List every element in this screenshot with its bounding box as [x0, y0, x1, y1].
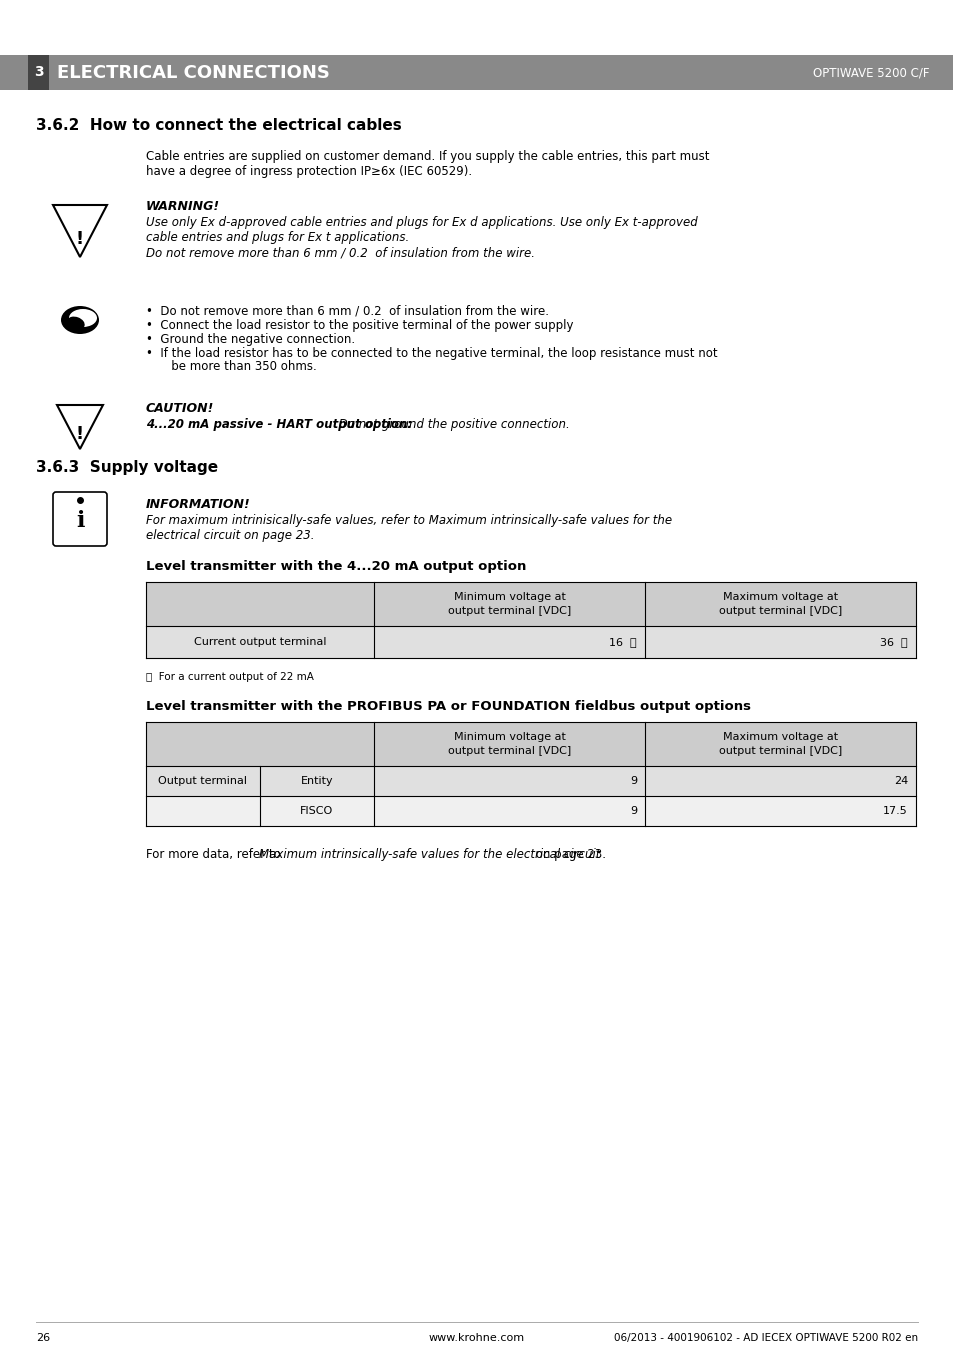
Text: 24: 24 — [893, 775, 907, 786]
Text: OPTIWAVE 5200 C/F: OPTIWAVE 5200 C/F — [813, 66, 929, 78]
Bar — [146, 721, 915, 766]
Bar — [146, 582, 915, 626]
Text: 17.5: 17.5 — [882, 807, 907, 816]
Text: Use only Ex d-approved cable entries and plugs for Ex d applications. Use only E: Use only Ex d-approved cable entries and… — [146, 216, 697, 230]
Ellipse shape — [61, 305, 99, 334]
Ellipse shape — [69, 309, 97, 327]
Text: Minimum voltage at
output terminal [VDC]: Minimum voltage at output terminal [VDC] — [447, 732, 571, 755]
Text: be more than 350 ohms.: be more than 350 ohms. — [160, 359, 316, 373]
Polygon shape — [57, 405, 103, 449]
Text: WARNING!: WARNING! — [146, 200, 220, 213]
Text: ⓘ  For a current output of 22 mA: ⓘ For a current output of 22 mA — [146, 671, 314, 682]
Bar — [28, 55, 49, 91]
Bar — [146, 626, 915, 658]
Bar — [146, 766, 915, 796]
Text: Maximum voltage at
output terminal [VDC]: Maximum voltage at output terminal [VDC] — [719, 732, 841, 755]
Text: Level transmitter with the PROFIBUS PA or FOUNDATION fieldbus output options: Level transmitter with the PROFIBUS PA o… — [146, 700, 750, 713]
Text: 26: 26 — [36, 1333, 51, 1343]
Text: !: ! — [76, 230, 84, 247]
Text: 3.6.2  How to connect the electrical cables: 3.6.2 How to connect the electrical cabl… — [36, 118, 401, 132]
Text: Do not remove more than 6 mm / 0.2  of insulation from the wire.: Do not remove more than 6 mm / 0.2 of in… — [146, 246, 535, 259]
Text: Maximum intrinsically-safe values for the electrical circuit: Maximum intrinsically-safe values for th… — [259, 848, 600, 861]
Text: 3.6.3  Supply voltage: 3.6.3 Supply voltage — [36, 459, 218, 476]
Bar — [0, 55, 953, 91]
Bar — [146, 796, 915, 825]
Text: 06/2013 - 4001906102 - AD IECEX OPTIWAVE 5200 R02 en: 06/2013 - 4001906102 - AD IECEX OPTIWAVE… — [613, 1333, 917, 1343]
Polygon shape — [53, 205, 107, 257]
Text: For maximum intrinisically-safe values, refer to Maximum intrinsically-safe valu: For maximum intrinisically-safe values, … — [146, 513, 672, 527]
Text: 9: 9 — [629, 807, 637, 816]
Text: 9: 9 — [629, 775, 637, 786]
Text: FISCO: FISCO — [300, 807, 334, 816]
FancyBboxPatch shape — [53, 492, 107, 546]
Text: 36  ⓘ: 36 ⓘ — [880, 638, 907, 647]
Text: cable entries and plugs for Ex t applications.: cable entries and plugs for Ex t applica… — [146, 231, 409, 245]
Text: For more data, refer to: For more data, refer to — [146, 848, 284, 861]
Text: www.krohne.com: www.krohne.com — [429, 1333, 524, 1343]
Text: Level transmitter with the 4...20 mA output option: Level transmitter with the 4...20 mA out… — [146, 561, 526, 573]
Ellipse shape — [68, 316, 85, 330]
Text: on page 23.: on page 23. — [532, 848, 606, 861]
Text: •  Ground the negative connection.: • Ground the negative connection. — [146, 332, 355, 346]
Text: Minimum voltage at
output terminal [VDC]: Minimum voltage at output terminal [VDC] — [447, 592, 571, 616]
Text: INFORMATION!: INFORMATION! — [146, 499, 251, 511]
Text: electrical circuit on page 23.: electrical circuit on page 23. — [146, 530, 314, 542]
Text: ELECTRICAL CONNECTIONS: ELECTRICAL CONNECTIONS — [57, 63, 330, 81]
Text: have a degree of ingress protection IP≥6x (IEC 60529).: have a degree of ingress protection IP≥6… — [146, 165, 472, 178]
Text: 4...20 mA passive - HART output option:: 4...20 mA passive - HART output option: — [146, 417, 412, 431]
Text: •  Do not remove more than 6 mm / 0.2  of insulation from the wire.: • Do not remove more than 6 mm / 0.2 of … — [146, 305, 548, 317]
Text: Maximum voltage at
output terminal [VDC]: Maximum voltage at output terminal [VDC] — [719, 592, 841, 616]
Text: Cable entries are supplied on customer demand. If you supply the cable entries, : Cable entries are supplied on customer d… — [146, 150, 709, 163]
Text: 16  ⓘ: 16 ⓘ — [609, 638, 637, 647]
Text: •  Connect the load resistor to the positive terminal of the power supply: • Connect the load resistor to the posit… — [146, 319, 573, 332]
Text: Do not ground the positive connection.: Do not ground the positive connection. — [335, 417, 569, 431]
Text: !: ! — [76, 424, 84, 443]
Text: Output terminal: Output terminal — [158, 775, 247, 786]
Text: i: i — [75, 509, 84, 532]
Text: 3: 3 — [33, 65, 43, 80]
Text: Entity: Entity — [300, 775, 333, 786]
Text: Current output terminal: Current output terminal — [193, 638, 326, 647]
Text: •  If the load resistor has to be connected to the negative terminal, the loop r: • If the load resistor has to be connect… — [146, 347, 717, 359]
Text: CAUTION!: CAUTION! — [146, 403, 214, 415]
